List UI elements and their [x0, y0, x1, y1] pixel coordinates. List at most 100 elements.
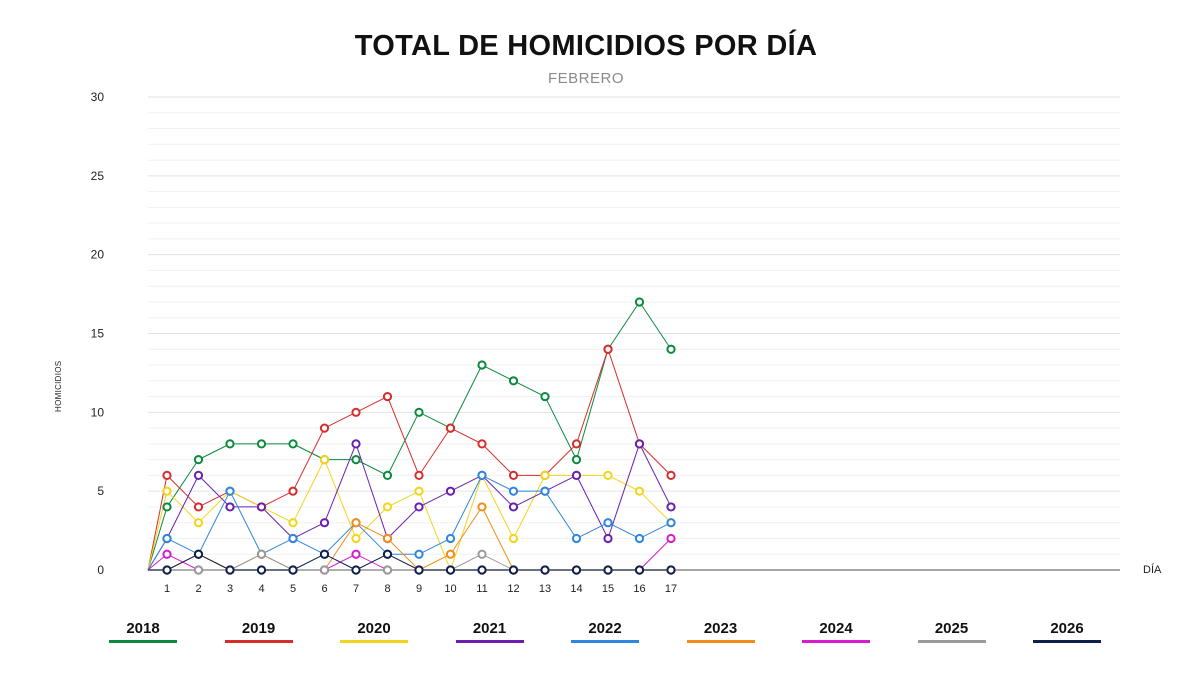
data-point-2018: [666, 344, 676, 354]
data-point-2026: [256, 565, 267, 575]
data-point-2020: [162, 486, 172, 496]
x-tick-label: 11: [476, 583, 487, 595]
data-point-2026: [634, 565, 645, 575]
data-point-2019: [603, 344, 613, 354]
data-point-2024: [666, 533, 676, 544]
data-point-2018: [288, 439, 298, 449]
x-tick-label: 3: [227, 583, 233, 595]
data-point-2025: [256, 549, 267, 559]
legend-label: 2023: [703, 620, 738, 637]
data-point-2020: [351, 533, 361, 544]
legend-swatch: [802, 640, 870, 643]
data-point-2023: [445, 549, 456, 559]
data-point-2022: [666, 518, 676, 528]
data-point-2018: [477, 360, 487, 370]
data-point-2025: [382, 565, 393, 575]
legend-swatch: [1033, 640, 1101, 643]
legend-swatch: [686, 640, 755, 643]
data-point-2018: [414, 407, 424, 417]
data-point-2018: [351, 455, 361, 465]
data-point-2019: [477, 439, 487, 449]
data-point-2022: [445, 533, 456, 544]
data-point-2024: [162, 549, 172, 559]
legend-swatch: [571, 640, 639, 643]
series-line-2019: [147, 348, 672, 571]
data-point-2020: [193, 518, 204, 528]
x-tick-label: 7: [353, 583, 359, 595]
legend-item-2021: 2021: [455, 620, 524, 643]
legend-item-2024: 2024: [802, 620, 870, 643]
data-point-2018: [540, 391, 550, 402]
legend-swatch: [917, 640, 986, 643]
data-point-2019: [382, 391, 393, 402]
data-point-2021: [571, 470, 582, 480]
data-point-2019: [319, 423, 330, 433]
legend-label: 2021: [472, 620, 507, 637]
series-line-2026: [148, 553, 671, 571]
data-point-2026: [319, 549, 330, 559]
data-point-2026: [162, 565, 172, 575]
data-point-2022: [603, 518, 613, 528]
data-point-2022: [634, 533, 645, 544]
series-points: [162, 297, 676, 575]
x-tick-label: 15: [602, 583, 614, 595]
legend-swatch: [109, 640, 177, 643]
data-point-2025: [477, 549, 487, 559]
data-point-2020: [540, 470, 550, 480]
data-point-2022: [162, 533, 172, 544]
data-point-2019: [445, 423, 456, 433]
data-point-2023: [351, 518, 361, 528]
data-point-2019: [666, 470, 676, 480]
data-point-2018: [256, 439, 267, 449]
data-point-2026: [603, 565, 613, 575]
data-point-2020: [382, 502, 393, 512]
data-point-2025: [193, 565, 204, 575]
x-tick-label: 4: [258, 583, 264, 595]
data-point-2020: [319, 455, 330, 465]
y-tick-label: 5: [97, 484, 104, 498]
legend-item-2023: 2023: [686, 620, 755, 643]
data-point-2026: [445, 565, 456, 575]
data-point-2021: [445, 486, 456, 496]
y-tick-label: 25: [91, 169, 105, 183]
legend-item-2018: 2018: [109, 620, 177, 643]
data-point-2020: [414, 486, 424, 496]
data-point-2026: [351, 565, 361, 575]
y-tick-label: 0: [97, 563, 104, 577]
x-tick-label: 10: [444, 583, 456, 595]
data-point-2019: [414, 470, 424, 480]
data-point-2021: [666, 502, 676, 512]
x-tick-label: 16: [633, 583, 645, 595]
data-point-2026: [571, 565, 582, 575]
x-tick-label: 17: [665, 583, 677, 595]
gridlines: [148, 96, 1120, 555]
data-point-2021: [603, 533, 613, 544]
legend-label: 2025: [934, 620, 969, 637]
legend-label: 2019: [241, 620, 276, 637]
legend-label: 2018: [126, 620, 160, 637]
data-point-2025: [319, 565, 330, 575]
legend-item-2026: 2026: [1033, 620, 1101, 643]
legend-item-2020: 2020: [340, 620, 408, 643]
data-point-2022: [288, 533, 298, 544]
data-point-2023: [382, 533, 393, 544]
data-point-2019: [508, 470, 519, 480]
legend: 2018 2019 2020 2021 2022 2023 2024 2025 2026: [0, 620, 1200, 650]
data-point-2018: [508, 376, 519, 386]
data-point-2018: [193, 455, 204, 465]
legend-label: 2024: [819, 620, 853, 637]
data-point-2022: [477, 470, 487, 480]
data-point-2019: [162, 470, 172, 480]
data-point-2021: [256, 502, 267, 512]
x-tick-labels: 1 2 3 4 5 6 7 8 9 10 11 12 13 14 15 16 17: [164, 583, 677, 595]
legend-item-2022: 2022: [571, 620, 639, 643]
data-point-2019: [193, 502, 204, 512]
x-axis-label: DÍA: [1143, 563, 1162, 576]
data-point-2019: [571, 439, 582, 449]
legend-label: 2020: [357, 620, 391, 637]
y-tick-label: 15: [91, 327, 105, 341]
data-point-2018: [571, 455, 582, 465]
data-point-2022: [571, 533, 582, 544]
data-point-2020: [508, 533, 519, 544]
